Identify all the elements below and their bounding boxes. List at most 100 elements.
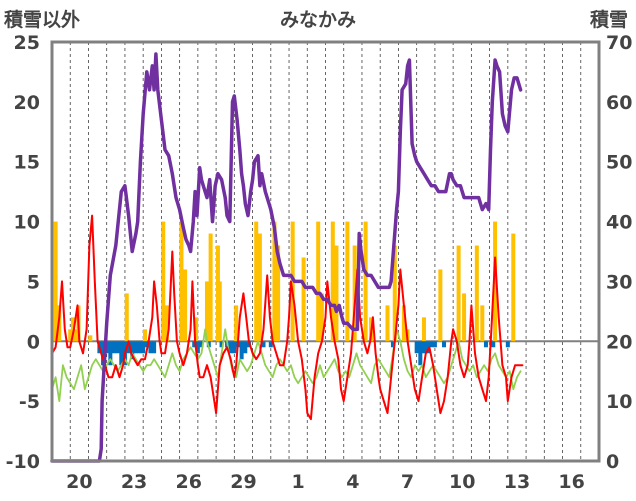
y-right-tick-label: 0: [606, 451, 619, 473]
y-left-tick-label: 20: [14, 92, 40, 114]
tick-labels: -10 -5 0 5 10 15 20 25 0 10 20 30 40 50 60 70 20 23 26 29 1 4…: [6, 32, 633, 493]
precip-bar-18: [199, 341, 204, 348]
precip-bar-1: [101, 341, 106, 366]
precip-bar-3: [108, 341, 113, 366]
sunshine-bar-14: [204, 281, 209, 342]
temp-line: [51, 214, 524, 421]
sunshine-bar-34: [392, 245, 397, 342]
sunshine-bar-35: [401, 305, 406, 342]
precip-bar-9: [130, 341, 135, 360]
sunshine-bar-12: [183, 269, 188, 342]
sunshine-bar-7: [124, 293, 129, 342]
y-right-tick-label: 20: [606, 331, 632, 353]
sunshine-bar-4: [73, 329, 78, 342]
y-right-tick-label: 30: [606, 271, 632, 293]
precip-bar-38: [483, 341, 488, 348]
y-right-tick-label: 40: [606, 212, 632, 234]
sunshine-bar-28: [334, 245, 339, 342]
sunshine-bar-22: [276, 245, 281, 342]
dewpoint-line: [51, 328, 522, 403]
x-tick-label: 4: [346, 471, 359, 493]
sunshine-bar-6: [88, 335, 93, 342]
sunshine-bar-24: [301, 257, 306, 342]
y-left-tick-label: 15: [14, 152, 40, 174]
y-left-tick-label: -10: [6, 451, 40, 473]
sunshine-bar-13: [194, 317, 199, 342]
precip-bar-6: [119, 341, 124, 366]
sunshine-bar-37: [421, 317, 426, 342]
y-right-tick-label: 60: [606, 92, 632, 114]
precip-bar-5: [115, 341, 120, 354]
y-left-tick-label: 10: [14, 212, 40, 234]
precip-bar-34: [425, 341, 430, 354]
sunshine-bar-29: [345, 221, 350, 342]
chart-title: みなかみ: [280, 9, 356, 31]
x-tick-label: 13: [504, 471, 530, 493]
y-left-tick-label: 0: [27, 331, 40, 353]
sunshine-bar-8: [142, 329, 147, 342]
y-left-tick-label: 5: [27, 271, 40, 293]
y-left-tick-label: 25: [14, 32, 40, 54]
x-tick-label: 26: [176, 471, 202, 493]
sunshine-bar-44: [511, 233, 516, 342]
vertical-gridlines: [52, 42, 599, 461]
precip-bar-36: [432, 341, 437, 348]
precip-bar-11: [137, 341, 142, 354]
right-axis-label: 積雪: [590, 8, 628, 31]
sunshine-bar-0: [53, 221, 58, 342]
axes: [50, 40, 601, 463]
precip-bar-4: [111, 341, 116, 354]
sunshine-bar-40: [462, 293, 467, 342]
snow_depth-line: [50, 52, 523, 463]
precip-bar-15: [152, 341, 157, 354]
sunshine-bar-17: [217, 281, 222, 342]
precip-bar-31: [414, 341, 419, 354]
precip-bar-20: [219, 341, 224, 348]
precip-bar-8: [126, 341, 131, 354]
precip-bar-13: [144, 341, 149, 348]
precip-bar-12: [141, 341, 146, 354]
precip-bar-32: [418, 341, 423, 366]
x-tick-label: 20: [66, 471, 92, 493]
precip-bar-26: [243, 341, 248, 354]
sunshine-bar-41: [474, 245, 479, 342]
sunshine-bar-27: [330, 221, 335, 342]
precip-bar-14: [148, 341, 153, 354]
sunshine-bar-18: [234, 305, 239, 342]
precip-bar-10: [133, 341, 138, 354]
y-left-tick-label: -5: [19, 391, 40, 413]
sunshine-bar-20: [257, 233, 262, 342]
precip-bar-39: [491, 341, 496, 348]
left-axis-label: 積雪以外: [4, 8, 80, 31]
x-tick-label: 29: [230, 471, 256, 493]
sunshine-bar-33: [385, 305, 390, 342]
sunshine-bar-42: [480, 305, 485, 342]
precip-bar-28: [261, 341, 266, 348]
precip-bar-37: [442, 341, 447, 348]
sunshine-bar-39: [456, 245, 461, 342]
x-tick-label: 23: [121, 471, 147, 493]
line-series: [50, 52, 524, 463]
y-right-tick-label: 50: [606, 152, 632, 174]
y-right-tick-label: 70: [606, 32, 632, 54]
precip-bar-22: [228, 341, 233, 354]
precip-bar-35: [429, 341, 434, 348]
sunshine-bar-26: [319, 293, 324, 342]
plot-frame: [50, 40, 601, 463]
precip-bar-16: [192, 341, 197, 348]
precip-bar-25: [239, 341, 244, 360]
sunshine-bar-43: [493, 221, 498, 342]
x-tick-label: 16: [558, 471, 584, 493]
sunshine-bar-9: [161, 221, 166, 342]
sunshine-bar-25: [316, 221, 321, 342]
sunshine-bar-38: [438, 269, 443, 342]
sunshine-bar-10: [164, 305, 169, 342]
precip-bar-33: [421, 341, 426, 354]
precip-bar-29: [268, 341, 273, 348]
sunshine-bar-31: [363, 221, 368, 342]
sunshine-bar-11: [179, 221, 184, 342]
x-tick-label: 10: [449, 471, 475, 493]
y-right-tick-label: 10: [606, 391, 632, 413]
sunshine-bar-21: [272, 221, 277, 342]
